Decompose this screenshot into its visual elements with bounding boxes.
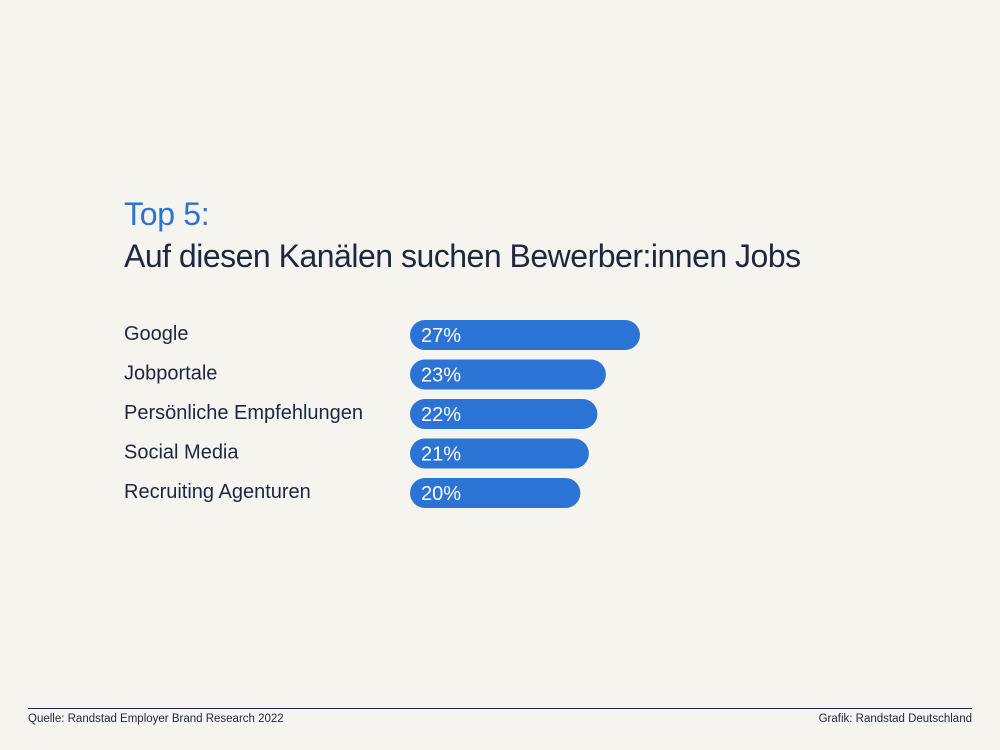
- source-note: Quelle: Randstad Employer Brand Research…: [28, 713, 284, 725]
- category-label: Google: [124, 323, 189, 345]
- credit-note: Grafik: Randstad Deutschland: [818, 713, 972, 725]
- bar: [410, 478, 581, 508]
- value-label: 23%: [421, 365, 461, 387]
- bar: [410, 359, 606, 390]
- value-label: 27%: [421, 325, 461, 347]
- chart-title: Auf diesen Kanälen suchen Bewerber:innen…: [124, 238, 801, 274]
- bar: [410, 399, 598, 429]
- value-label: 22%: [421, 404, 461, 426]
- bar: [410, 438, 589, 469]
- footer-divider: [28, 708, 972, 709]
- category-label: Persönliche Empfehlungen: [124, 402, 363, 424]
- chart-title-kicker: Top 5:: [124, 196, 210, 232]
- category-label: Recruiting Agenturen: [124, 481, 311, 503]
- value-label: 20%: [421, 483, 461, 505]
- category-label: Social Media: [124, 442, 239, 464]
- bar: [410, 320, 640, 350]
- category-label: Jobportale: [124, 363, 217, 385]
- value-label: 21%: [421, 444, 461, 466]
